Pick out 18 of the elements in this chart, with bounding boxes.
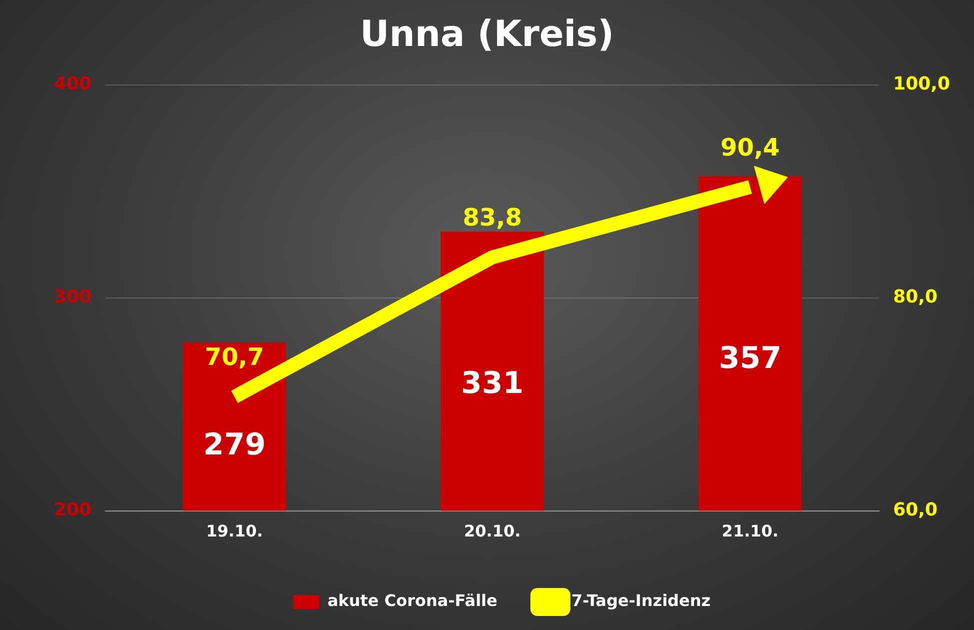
y-tick-label: 300 bbox=[54, 286, 92, 308]
data-label: 331 bbox=[461, 366, 524, 402]
data-label: 357 bbox=[718, 341, 782, 376]
data-label: 90,4 bbox=[720, 133, 780, 162]
data-label: 70,7 bbox=[204, 343, 264, 372]
legend-label: akute Corona-Fälle bbox=[327, 591, 498, 610]
y2-tick-label: 80,0 bbox=[893, 286, 938, 308]
x-tick-label: 21.10. bbox=[722, 522, 778, 541]
legend-label: 7-Tage-Inzidenz bbox=[571, 591, 711, 610]
y-tick-label: 200 bbox=[54, 499, 92, 520]
x-tick-label: 20.10. bbox=[464, 522, 521, 541]
data-label: 279 bbox=[203, 428, 266, 463]
data-label: 83,8 bbox=[462, 204, 522, 232]
y-tick-label: 400 bbox=[54, 73, 92, 94]
y2-tick-label: 60,0 bbox=[893, 499, 938, 520]
chart-title: Unna (Kreis) bbox=[358, 14, 616, 55]
y2-tick-label: 100,0 bbox=[893, 73, 950, 94]
x-tick-label: 19.10. bbox=[206, 522, 263, 541]
